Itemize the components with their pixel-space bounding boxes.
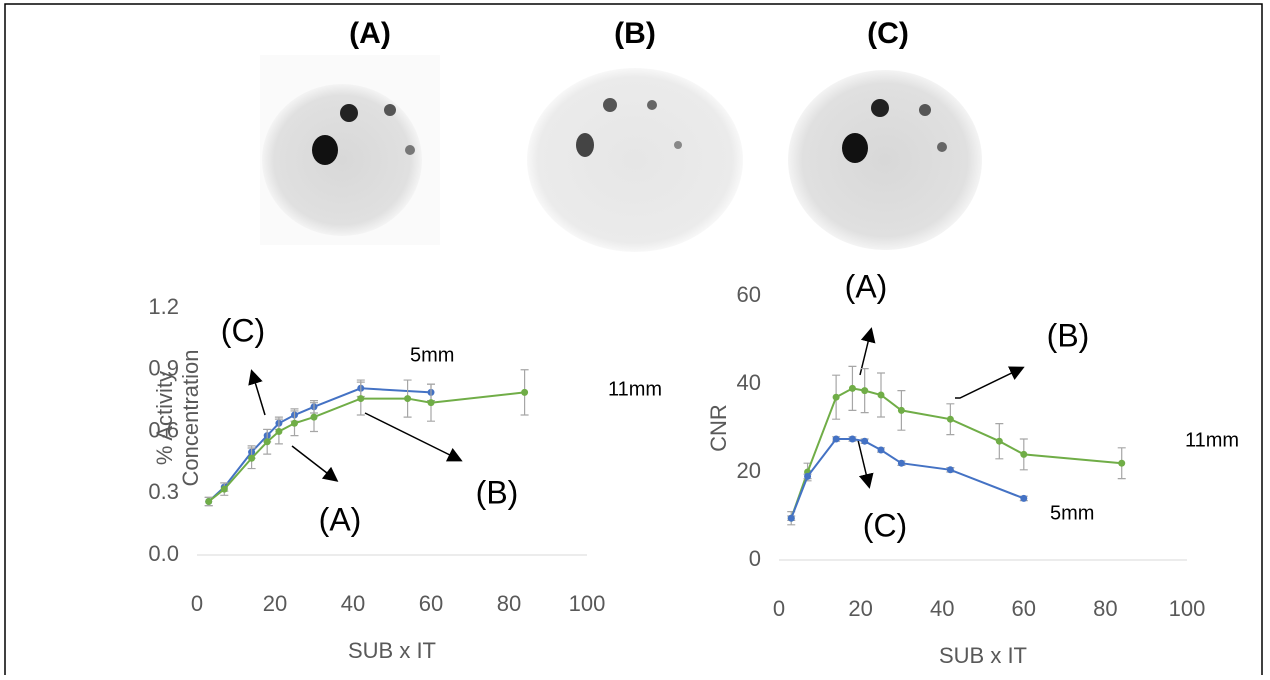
annotation: (B)	[476, 474, 519, 510]
point	[1118, 460, 1125, 467]
annotation: (C)	[863, 507, 907, 543]
annotation: (C)	[221, 312, 265, 348]
panel-label: (C)	[867, 17, 909, 50]
x-axis-title: SUB x IT	[939, 643, 1027, 668]
point	[898, 460, 905, 467]
x-axis-title: SUB x IT	[348, 638, 436, 663]
point	[833, 394, 840, 401]
point	[996, 438, 1003, 445]
point	[804, 473, 811, 480]
image-b	[527, 68, 743, 252]
series-label: 11mm	[1185, 429, 1239, 451]
series-label: 5mm	[1050, 502, 1094, 524]
point	[248, 455, 255, 462]
x-tick-label: 20	[848, 596, 872, 621]
point	[357, 395, 364, 402]
point	[878, 447, 885, 454]
point	[788, 515, 795, 522]
point	[1020, 451, 1027, 458]
y-axis-title: CNR	[706, 398, 732, 458]
x-tick-label: 40	[930, 596, 954, 621]
point	[878, 392, 885, 399]
x-tick-label: 20	[263, 591, 287, 616]
x-tick-label: 0	[191, 591, 203, 616]
annotation: (B)	[1047, 317, 1090, 353]
x-tick-label: 100	[1169, 596, 1206, 621]
arrows	[252, 330, 1022, 486]
x-tick-label: 0	[773, 596, 785, 621]
y-axis-title: % Activity Concentration	[152, 333, 204, 503]
point	[264, 438, 271, 445]
series-label: 11mm	[608, 378, 662, 400]
x-tick-label: 80	[497, 591, 521, 616]
panel-label: (A)	[349, 17, 391, 50]
point	[404, 395, 411, 402]
y-tick-label: 60	[737, 282, 761, 307]
series-line	[209, 388, 431, 501]
figure: (A) (B) (C) 0.00.30.60.91.2020406080100S…	[0, 0, 1270, 675]
point	[947, 416, 954, 423]
point	[521, 389, 528, 396]
y-tick-label: 0	[749, 546, 761, 571]
y-tick-label: 1.2	[148, 294, 179, 319]
x-tick-label: 40	[341, 591, 365, 616]
point	[275, 428, 282, 435]
point	[898, 407, 905, 414]
point	[861, 387, 868, 394]
y-tick-label: 0.0	[148, 541, 179, 566]
x-tick-label: 60	[419, 591, 443, 616]
page: {"panels": ["(A)", "(B)", "(C)"], "chart…	[0, 0, 1270, 675]
point	[861, 438, 868, 445]
point	[311, 414, 318, 421]
x-tick-label: 100	[569, 591, 606, 616]
point	[849, 385, 856, 392]
point	[833, 436, 840, 443]
y-tick-label: 20	[737, 458, 761, 483]
point	[221, 486, 228, 493]
point	[428, 399, 435, 406]
series-line	[791, 388, 1121, 518]
x-tick-label: 80	[1093, 596, 1117, 621]
image-c	[788, 70, 982, 250]
series-label: 5mm	[410, 344, 454, 366]
point	[1020, 495, 1027, 502]
annotation: (A)	[319, 501, 362, 537]
y-tick-label: 40	[737, 370, 761, 395]
image-a	[260, 55, 440, 245]
point	[205, 498, 212, 505]
point	[849, 436, 856, 443]
series-line	[791, 439, 1024, 518]
x-tick-label: 60	[1012, 596, 1036, 621]
annotation: (A)	[845, 268, 888, 304]
panel-label: (B)	[614, 17, 656, 50]
point	[947, 466, 954, 473]
point	[291, 420, 298, 427]
